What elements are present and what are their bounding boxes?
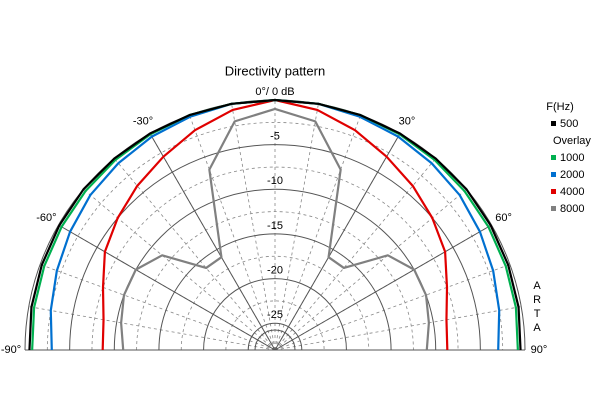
chart-title: Directivity pattern [225,63,325,78]
grid-circle [247,322,303,351]
r-tick-label: -25 [267,309,283,321]
series-line [28,98,522,351]
angle-tick-label: 30° [399,115,416,127]
overlay-title: Overlay [553,135,591,147]
series-line [120,107,430,351]
legend-swatch [551,172,556,177]
inner-circle [254,329,296,351]
r-tick-label: 0°/ 0 dB [255,86,294,98]
legend-title: F(Hz) [546,101,574,113]
grid-circle [69,144,481,351]
r-tick-label: -5 [270,131,280,143]
angle-grid-line [58,224,276,351]
legend-label: 1000 [560,152,584,164]
angle-tick-label: -30° [133,115,153,127]
angle-tick-label: -60° [36,212,56,224]
angle-grid-line [274,224,492,351]
legend-swatch [551,206,556,211]
legend-label: 2000 [560,169,584,181]
watermark: ARTA [531,280,543,336]
legend-label: 4000 [560,186,584,198]
angle-grid-line [274,133,401,351]
angle-tick-label: 60° [495,212,512,224]
legend-swatch [551,155,556,160]
minor-circle [91,166,459,351]
r-tick-label: -15 [267,220,283,232]
grid-circle [203,278,347,351]
grid-circle [158,233,392,351]
angle-tick-label: 90° [531,344,548,356]
r-tick-label: -20 [267,264,283,276]
legend-swatch [551,121,556,126]
minor-circle [225,300,325,351]
legend-label: 500 [560,118,578,130]
legend-swatch [551,189,556,194]
angle-tick-label: -90° [1,344,21,356]
angle-grid-line [149,133,276,351]
minor-circle [136,211,414,351]
r-tick-label: -10 [267,175,283,187]
minor-circle [180,255,370,351]
legend-label: 8000 [560,203,584,215]
minor-circle [46,122,504,351]
